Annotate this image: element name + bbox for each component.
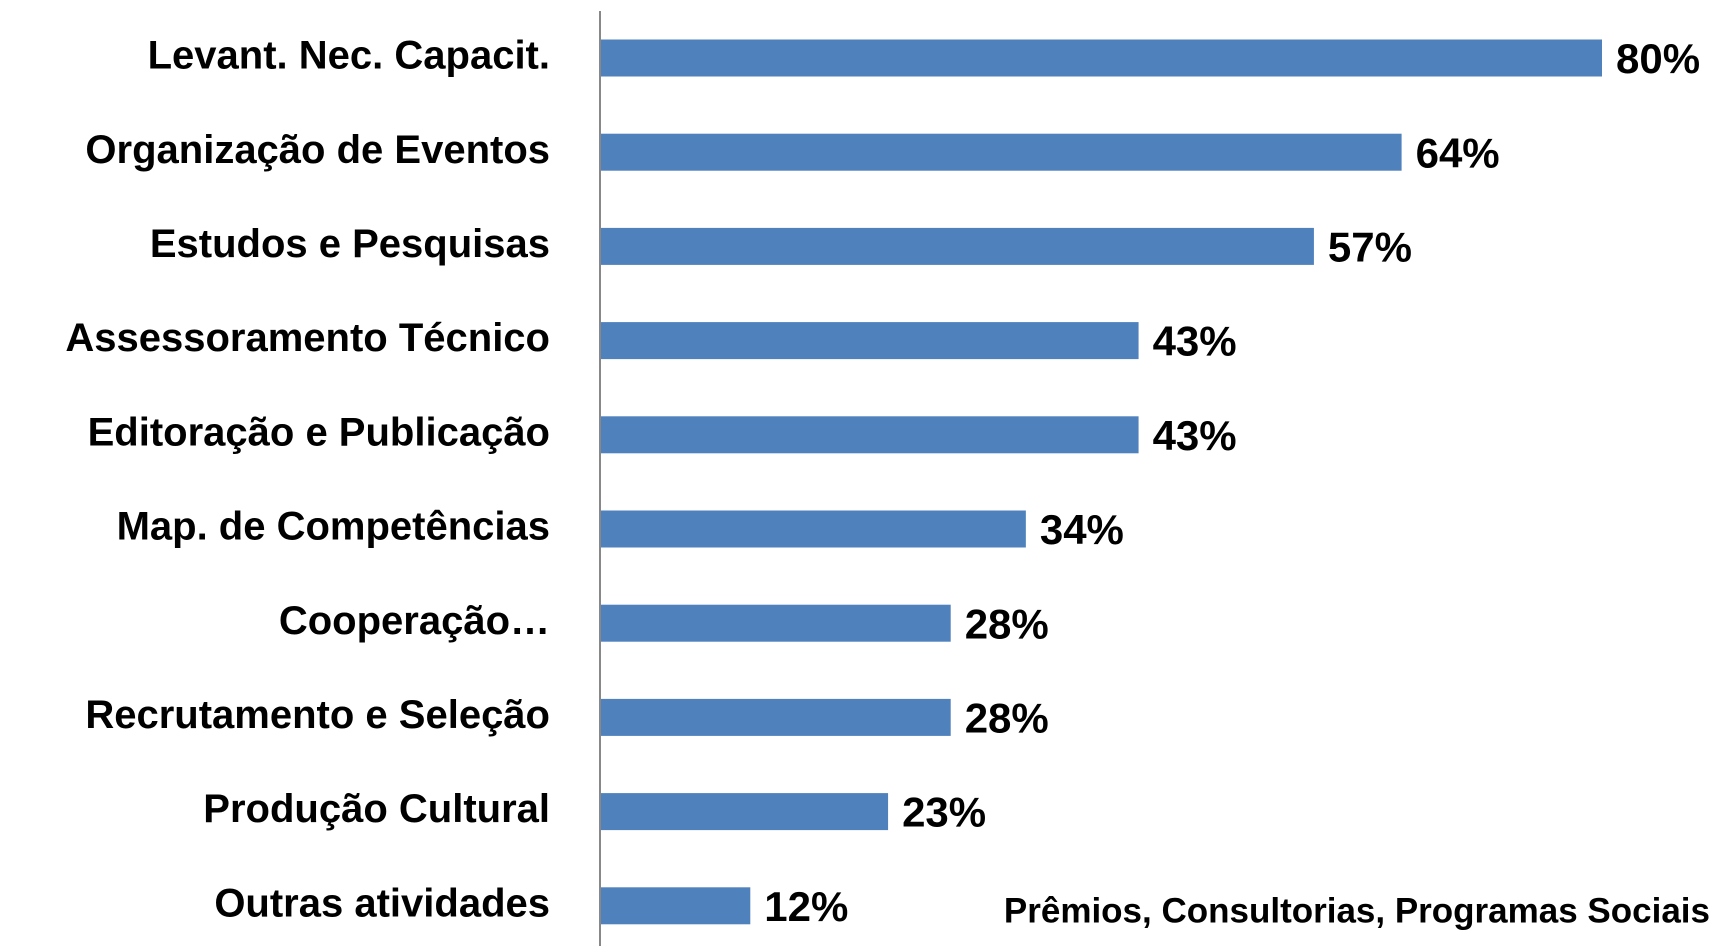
category-label: Assessoramento Técnico <box>65 316 550 360</box>
bar <box>600 793 889 831</box>
category-label: Cooperação… <box>279 599 550 643</box>
category-label: Map. de Competências <box>117 505 550 549</box>
value-label: 43% <box>1153 412 1237 459</box>
bar <box>600 133 1402 171</box>
bar <box>600 39 1602 77</box>
category-label: Levant. Nec. Capacit. <box>148 34 550 78</box>
value-label: 64% <box>1416 129 1500 176</box>
bar <box>600 887 751 925</box>
value-label: 34% <box>1040 506 1124 553</box>
bar <box>600 604 951 642</box>
category-label: Organização de Eventos <box>85 128 550 172</box>
bar <box>600 227 1314 265</box>
value-label: 57% <box>1328 223 1412 270</box>
bar <box>600 698 951 736</box>
category-label: Recrutamento e Seleção <box>85 693 550 737</box>
category-label: Outras atividades <box>214 881 550 925</box>
value-label: 12% <box>764 883 848 930</box>
value-label: 23% <box>902 789 986 836</box>
category-label: Estudos e Pesquisas <box>150 222 550 266</box>
value-label: 28% <box>965 694 1049 741</box>
category-label: Produção Cultural <box>203 787 550 831</box>
bar <box>600 510 1026 548</box>
annotation: Prêmios, Consultorias, Programas Sociais <box>1004 891 1710 930</box>
value-label: 80% <box>1616 35 1700 82</box>
value-label: 28% <box>965 600 1049 647</box>
bar <box>600 416 1139 454</box>
bar <box>600 322 1139 360</box>
category-label: Editoração e Publicação <box>88 410 550 454</box>
value-label: 43% <box>1153 318 1237 365</box>
